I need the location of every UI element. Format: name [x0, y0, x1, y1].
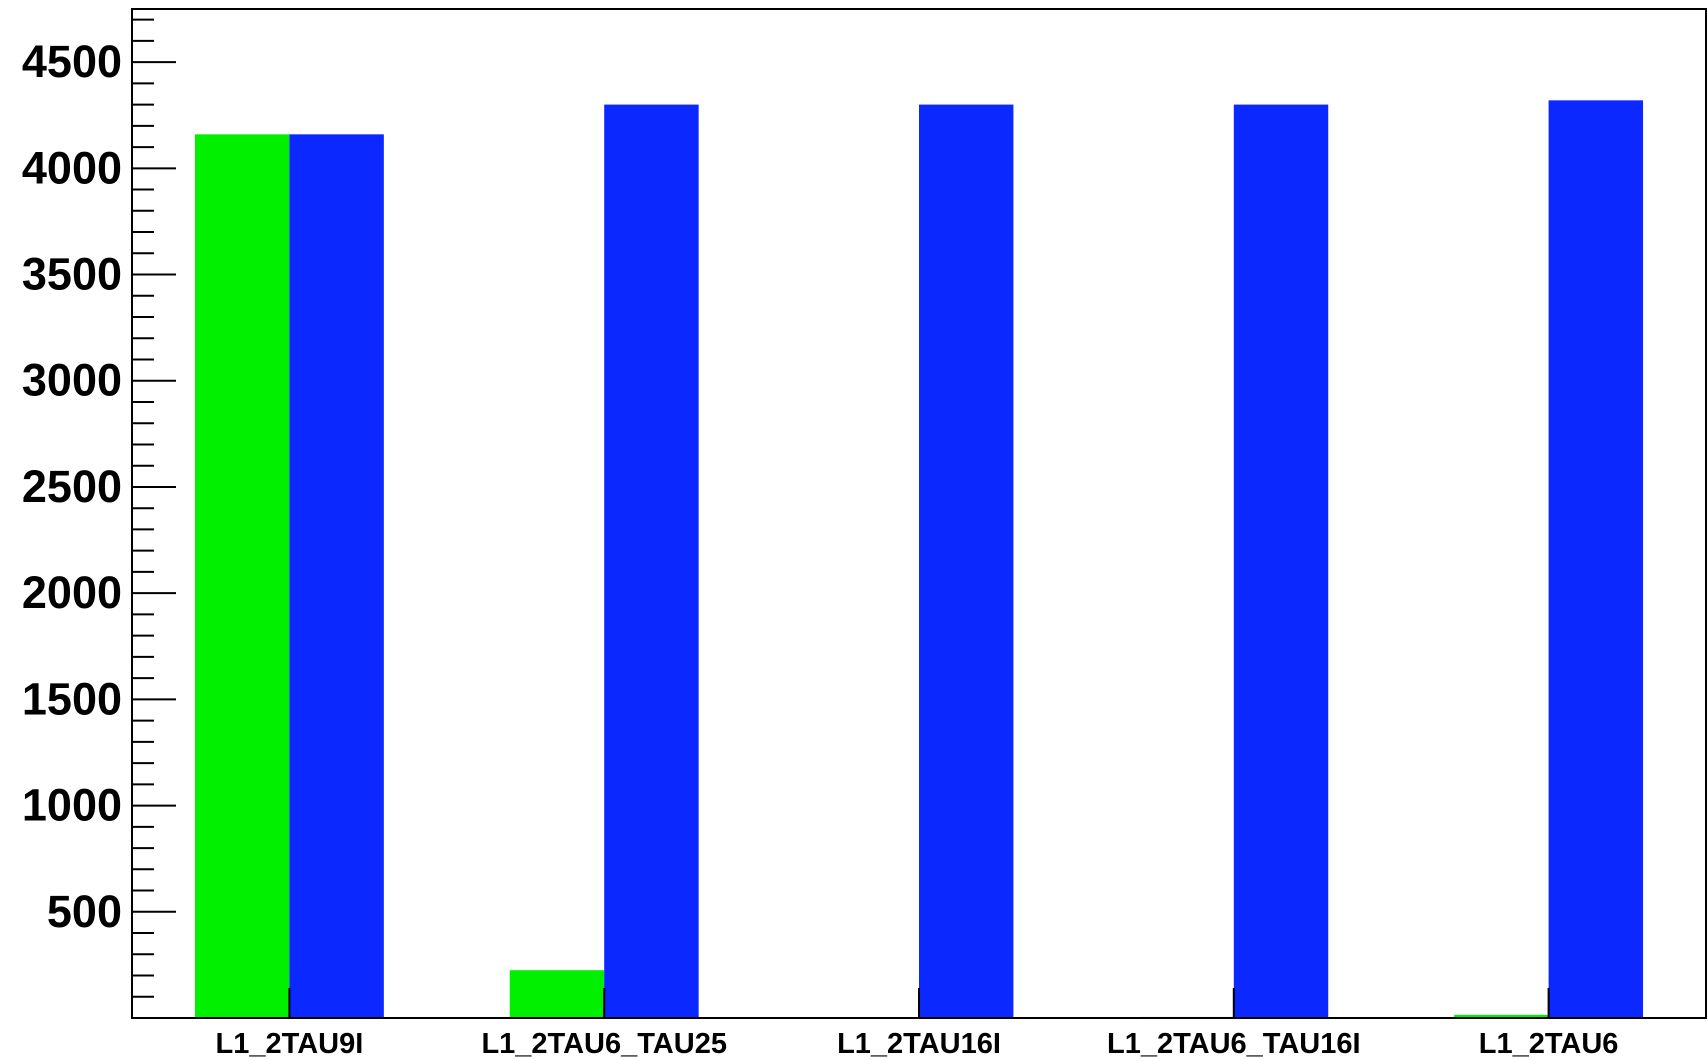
x-axis: L1_2TAU9I L1_2TAU6_TAU25 L1_2TAU16I L1_2TAU…: [216, 1028, 1619, 1060]
y-axis: 500 1000 1500 2000 2500 3000 3500 4000 4500: [22, 18, 176, 998]
y-tick-label: 3000: [22, 355, 122, 406]
y-tick-label: 1000: [22, 780, 122, 831]
bar-L1_2TAU6-series-1: [1454, 1014, 1549, 1018]
y-tick-label: 500: [47, 886, 122, 937]
x-category-label: L1_2TAU16I: [837, 1028, 1001, 1060]
bar-L1_2TAU6-series-2: [1548, 100, 1644, 1018]
bars-group: [194, 100, 1644, 1018]
bar-L1_2TAU6_TAU16I-series-2: [1233, 104, 1329, 1018]
y-tick-label: 2500: [22, 461, 122, 512]
bar-L1_2TAU9I-series-2: [289, 134, 384, 1018]
y-tick-label: 2000: [22, 567, 122, 618]
x-category-label: L1_2TAU6_TAU25: [481, 1028, 727, 1060]
x-category-label: L1_2TAU6: [1479, 1028, 1619, 1060]
bar-L1_2TAU6_TAU25-series-2: [604, 104, 699, 1018]
bar-L1_2TAU16I-series-2: [919, 104, 1014, 1018]
y-tick-label: 3500: [22, 249, 122, 300]
x-category-label: L1_2TAU9I: [216, 1028, 364, 1060]
x-category-label: L1_2TAU6_TAU16I: [1107, 1028, 1361, 1060]
y-tick-label: 4500: [22, 36, 122, 87]
y-tick-label: 1500: [22, 673, 122, 724]
plot-frame: [131, 8, 1707, 1019]
y-tick-label: 4000: [22, 142, 122, 193]
bar-L1_2TAU9I-series-1: [194, 134, 290, 1018]
bar-L1_2TAU6_TAU25-series-1: [509, 970, 605, 1018]
